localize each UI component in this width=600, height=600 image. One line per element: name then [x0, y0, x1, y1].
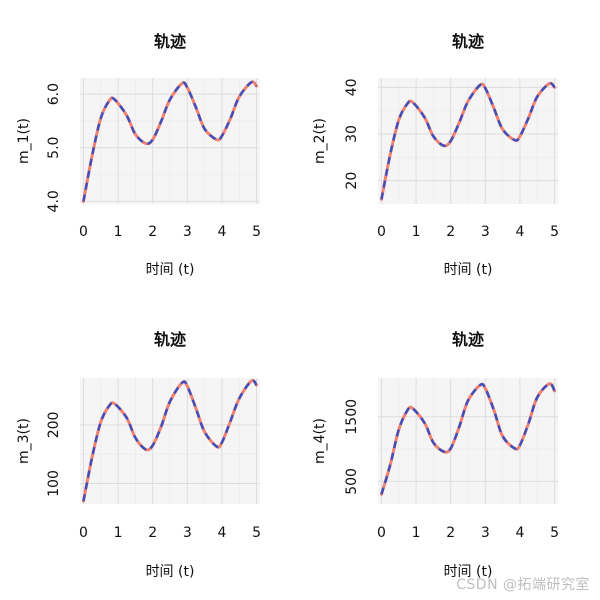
x-tick-label: 2 [148, 525, 157, 541]
watermark-text: CSDN @拓端研究室 [456, 577, 590, 593]
x-tick-label: 4 [515, 224, 524, 240]
y-axis-label: m_4(t) [312, 418, 328, 464]
x-tick-label: 3 [183, 525, 192, 541]
x-tick-label: 3 [481, 525, 490, 541]
x-tick-label: 3 [183, 224, 192, 240]
chart-title: 轨迹 [452, 330, 484, 349]
chart-panel-3: 轨迹 0 1 2 3 4 5 100 200 时间 (t) m_3(t) [16, 330, 261, 580]
chart-panel-1: 轨迹 0 1 2 3 4 5 4.0 5.0 6.0 时间 (t) m_1(t) [16, 32, 261, 278]
y-tick-label: 20 [344, 172, 360, 190]
x-tick-label: 4 [515, 525, 524, 541]
y-tick-label: 1500 [344, 399, 360, 435]
y-tick-label: 200 [46, 412, 62, 439]
chart-title: 轨迹 [452, 32, 484, 51]
series-line-estimated [82, 80, 258, 202]
y-tick-label: 30 [344, 125, 360, 143]
x-tick-label: 1 [114, 224, 123, 240]
x-tick-label: 0 [377, 224, 386, 240]
y-axis-label: m_2(t) [312, 118, 328, 164]
x-tick-label: 1 [114, 525, 123, 541]
y-tick-label: 100 [46, 470, 62, 497]
x-tick-label: 0 [79, 525, 88, 541]
x-tick-label: 5 [550, 224, 559, 240]
chart-title: 轨迹 [154, 32, 186, 51]
x-tick-label: 1 [412, 224, 421, 240]
x-tick-label: 3 [481, 224, 490, 240]
y-axis-label: m_1(t) [16, 118, 32, 164]
y-tick-label: 500 [344, 468, 360, 495]
x-axis-label: 时间 (t) [146, 262, 195, 278]
x-tick-label: 5 [550, 525, 559, 541]
y-tick-label: 40 [344, 78, 360, 96]
y-tick-label: 5.0 [46, 137, 62, 159]
chart-title: 轨迹 [154, 330, 186, 349]
x-axis-label: 时间 (t) [146, 564, 195, 580]
x-tick-label: 0 [79, 224, 88, 240]
y-tick-label: 4.0 [46, 190, 62, 212]
series-line-estimated [380, 82, 556, 200]
x-tick-label: 2 [446, 224, 455, 240]
x-axis-label: 时间 (t) [444, 564, 493, 580]
x-axis-label: 时间 (t) [444, 262, 493, 278]
x-tick-label: 5 [252, 525, 261, 541]
series-line-estimated [380, 382, 556, 495]
x-tick-label: 4 [217, 224, 226, 240]
x-tick-label: 4 [217, 525, 226, 541]
y-axis-label: m_3(t) [16, 418, 32, 464]
x-tick-label: 0 [377, 525, 386, 541]
chart-panel-4: 轨迹 0 1 2 3 4 5 500 1500 时间 (t) m_4(t) [312, 330, 559, 580]
series-line-estimated [82, 379, 258, 502]
x-tick-label: 5 [252, 224, 261, 240]
x-tick-label: 1 [412, 525, 421, 541]
x-tick-label: 2 [148, 224, 157, 240]
x-tick-label: 2 [446, 525, 455, 541]
y-tick-label: 6.0 [46, 83, 62, 105]
chart-panel-2: 轨迹 0 1 2 3 4 5 20 30 40 时间 (t) m_2(t) [312, 32, 559, 278]
